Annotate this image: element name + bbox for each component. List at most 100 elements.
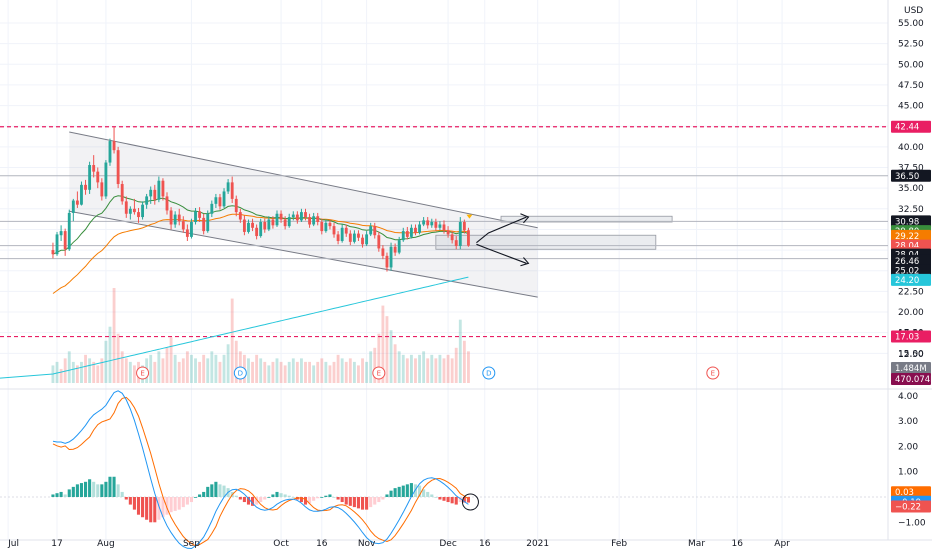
volume-bar [271,361,275,383]
volume-badge-label: 470.074K [895,375,932,385]
price-badge [891,229,931,242]
volume-bar [100,358,104,383]
macd-pane[interactable] [0,390,888,550]
volume-bar [255,354,259,383]
price-axis[interactable]: USD 15.0017.5020.0022.5025.0027.5030.003… [891,6,932,528]
candle-body [361,237,364,245]
price-badge [891,254,931,267]
macd-histogram-bar [360,496,365,510]
macd-histogram-bar [202,491,206,497]
candle-body [116,150,120,185]
horizontal-levels [0,126,888,338]
candle-body [63,231,67,250]
candle-body [287,217,291,227]
currency-label: USD [904,6,923,16]
macd-histogram-bar [430,494,434,497]
candle-body [145,196,149,205]
volume-bar [71,361,75,383]
macd-histogram-bar [161,496,165,518]
macd-histogram-bar [157,496,161,520]
candle-body [259,222,263,237]
time-tick-label: 16 [479,539,491,549]
candle-body [153,189,157,200]
macd-histogram-bar [458,496,462,503]
candle-body [426,220,430,226]
volume-bar [230,298,234,383]
macd-line [52,390,469,550]
volume-bar [450,358,454,383]
macd-histogram-bar [340,496,344,503]
time-axis[interactable]: Jul 17 Aug Sep Oct 16 Nov Dec 16 2021 Feb Mar 16 Apr [7,539,790,549]
macd-histogram-bar [177,496,181,510]
macd-histogram-bar [63,494,67,497]
macd-badge [891,486,931,499]
volume-bar [304,361,307,383]
volume-bar [149,354,153,383]
macd-histogram-bar [88,479,92,497]
volume-bar [377,333,381,383]
volume-bar [405,358,409,383]
price-tick-label: 37.50 [898,164,924,174]
macd-histogram-bar [263,496,267,500]
price-badge-label: 24.20 [895,276,919,286]
macd-signal-line [52,396,469,547]
macd-histogram-bar [426,491,430,497]
candle-body [467,230,470,246]
macd-histogram-bar [120,491,124,497]
event-marker-label: E [140,370,144,378]
macd-histogram-bar [454,496,458,505]
price-badge-label: 26.46 [895,257,919,267]
volume-bar [124,358,128,383]
candle-body [377,235,381,249]
candle-body [414,227,417,233]
price-tick-label: 47.50 [898,81,924,91]
candle-body [242,219,246,232]
candle-body [165,196,169,211]
macd-histogram-bar [189,496,193,503]
candle-body [84,184,87,190]
candle-body [104,162,108,197]
candle-body [320,222,324,232]
macd-histogram-bar [352,496,356,508]
macd-histogram-bar [344,496,348,505]
macd-histogram-bar [79,483,84,497]
volume-bar [328,365,332,383]
candle-body [214,197,218,204]
volume-bar [185,351,189,383]
earnings-marker-icon [706,366,720,380]
macd-histogram-bar [303,496,308,505]
macd-histogram-bar [283,494,287,497]
volume-bar [210,351,214,383]
candle-body [340,227,344,242]
candle-body [202,217,206,232]
candle-body [275,213,279,226]
candle-body [141,204,144,218]
macd-histogram-bar [145,496,149,520]
macd-histogram-bar [324,495,328,497]
macd-histogram-bar [320,496,324,498]
price-candles[interactable] [51,127,470,272]
channel-and-zones [69,131,673,298]
candle-body [393,246,397,253]
time-tick-label: Aug [97,539,115,549]
macd-histogram-bar [181,496,185,508]
macd-histogram-bar [259,496,263,503]
macd-histogram-bar [136,496,141,515]
candle-body [271,219,275,226]
candle-body [291,214,295,218]
volume-bar [177,361,181,383]
volume-bar [308,361,312,383]
dividend-marker-icon [482,366,496,380]
macd-histogram-bar [100,484,104,497]
candle-body [438,224,442,228]
projection-arrows[interactable] [466,213,530,267]
macd-histogram-bar [373,496,377,505]
time-tick-label: Apr [774,539,790,549]
candle-body [206,213,210,232]
macd-histogram-bar [128,496,132,505]
macd-histogram-bar [251,496,255,506]
price-badge [891,273,931,286]
